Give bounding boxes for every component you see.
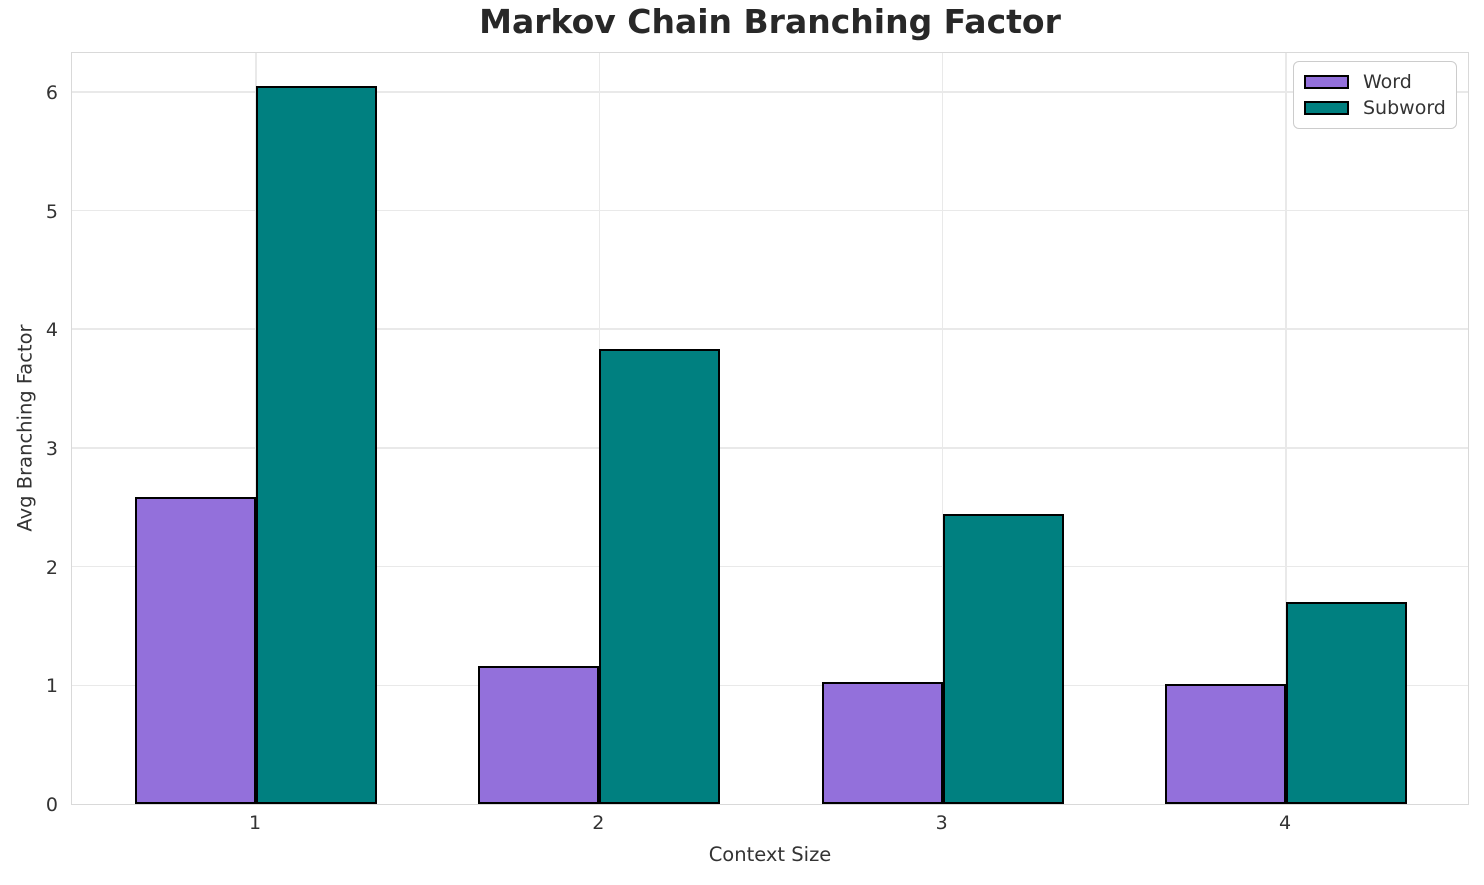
y-tick-label-6: 6 [45,81,58,104]
x-tick-label-4: 4 [1278,812,1292,834]
y-tick-label-3: 3 [45,437,58,460]
gridline-vertical-3 [941,53,944,804]
gridline-vertical-4 [1285,53,1287,804]
legend: Word Subword [1293,61,1457,129]
bar-subword-context-1 [256,86,377,804]
gridline-horizontal-6 [72,91,1468,93]
y-tick-label-2: 2 [45,556,58,579]
legend-swatch-subword [1304,101,1349,115]
legend-item-word: Word [1304,70,1446,94]
y-tick-label-0: 0 [45,794,58,816]
legend-swatch-word [1304,75,1349,89]
gridline-horizontal-2 [72,565,1468,568]
bar-subword-context-4 [1286,602,1407,804]
gridline-horizontal-5 [72,209,1468,212]
x-tick-label-3: 3 [935,812,948,834]
bar-word-context-4 [1165,684,1286,804]
x-tick-label-1: 1 [248,812,262,834]
x-tick-label-2: 2 [592,812,605,834]
plot-area [71,52,1469,805]
bar-word-context-1 [135,497,256,804]
gridline-horizontal-4 [72,328,1468,330]
x-axis-label: Context Size [708,843,832,866]
y-tick-label-1: 1 [45,675,58,698]
bar-word-context-3 [821,682,943,804]
y-tick-label-5: 5 [45,200,58,223]
legend-label-subword: Subword [1363,97,1446,119]
legend-item-subword: Subword [1304,96,1446,120]
y-axis-label: Avg Branching Factor [13,324,37,532]
gridline-horizontal-3 [72,447,1468,449]
chart-title: Markov Chain Branching Factor [479,2,1061,41]
bar-subword-context-3 [942,514,1064,804]
bar-subword-context-2 [599,349,721,804]
legend-label-word: Word [1363,71,1412,93]
bar-word-context-2 [478,666,600,804]
gridline-horizontal-1 [72,684,1468,687]
y-tick-label-4: 4 [45,319,58,342]
